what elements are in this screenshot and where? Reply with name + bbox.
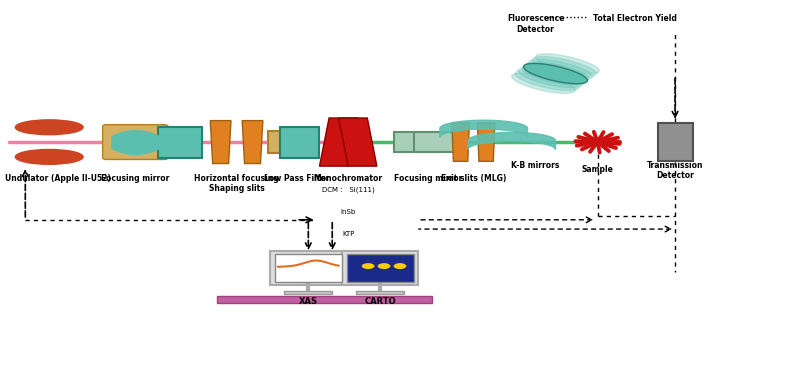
Text: Multi-Layer Grating: Multi-Layer Grating <box>314 275 382 281</box>
Polygon shape <box>532 57 596 77</box>
Text: Undulator (Apple II-U52): Undulator (Apple II-U52) <box>6 173 111 182</box>
Text: Beryl: Beryl <box>339 253 357 259</box>
Text: Focusing mirror: Focusing mirror <box>101 173 170 182</box>
Text: Focusing mirror: Focusing mirror <box>394 173 462 182</box>
Polygon shape <box>535 54 599 74</box>
Ellipse shape <box>15 150 83 164</box>
Polygon shape <box>452 123 470 162</box>
Polygon shape <box>210 120 231 163</box>
Polygon shape <box>523 63 587 84</box>
Polygon shape <box>242 120 263 163</box>
Polygon shape <box>512 73 575 93</box>
Text: Detector: Detector <box>517 25 554 34</box>
Polygon shape <box>518 68 582 88</box>
Text: Exit slits (MLG): Exit slits (MLG) <box>441 173 506 182</box>
Text: InSb: InSb <box>341 209 356 215</box>
Bar <box>356 291 404 294</box>
Ellipse shape <box>15 120 83 135</box>
Text: Low Pass Filter: Low Pass Filter <box>265 173 330 182</box>
Text: Total Electron Yield: Total Electron Yield <box>594 14 677 23</box>
Bar <box>414 132 462 153</box>
Circle shape <box>394 263 406 269</box>
Bar <box>275 254 342 282</box>
Polygon shape <box>478 123 495 162</box>
Text: CARTO: CARTO <box>364 297 396 306</box>
Polygon shape <box>515 70 578 91</box>
Bar <box>285 291 332 294</box>
Polygon shape <box>526 62 589 82</box>
Bar <box>270 251 346 285</box>
Polygon shape <box>468 132 555 150</box>
Text: DCM :   Si(111): DCM : Si(111) <box>322 186 374 193</box>
Polygon shape <box>440 120 527 137</box>
Text: KTP: KTP <box>342 231 354 237</box>
Text: Transmission
Detector: Transmission Detector <box>646 161 703 180</box>
FancyBboxPatch shape <box>102 125 168 160</box>
Bar <box>394 132 442 153</box>
Text: Fluorescence: Fluorescence <box>506 14 564 23</box>
Circle shape <box>362 263 374 269</box>
Bar <box>217 297 432 303</box>
Bar <box>346 254 414 282</box>
Bar <box>269 131 283 153</box>
Text: Horizontal focusing
Shaping slits: Horizontal focusing Shaping slits <box>194 173 279 193</box>
Polygon shape <box>529 59 593 79</box>
Bar <box>342 251 418 285</box>
Polygon shape <box>319 118 358 166</box>
Bar <box>158 126 202 158</box>
Bar <box>658 123 693 162</box>
Polygon shape <box>338 118 377 166</box>
Bar <box>281 126 318 158</box>
Text: Sample: Sample <box>582 165 614 175</box>
Circle shape <box>378 263 390 269</box>
Text: K-B mirrors: K-B mirrors <box>511 162 560 170</box>
Text: Monochromator: Monochromator <box>314 173 382 182</box>
Text: XAS: XAS <box>299 297 318 306</box>
Polygon shape <box>522 65 586 85</box>
